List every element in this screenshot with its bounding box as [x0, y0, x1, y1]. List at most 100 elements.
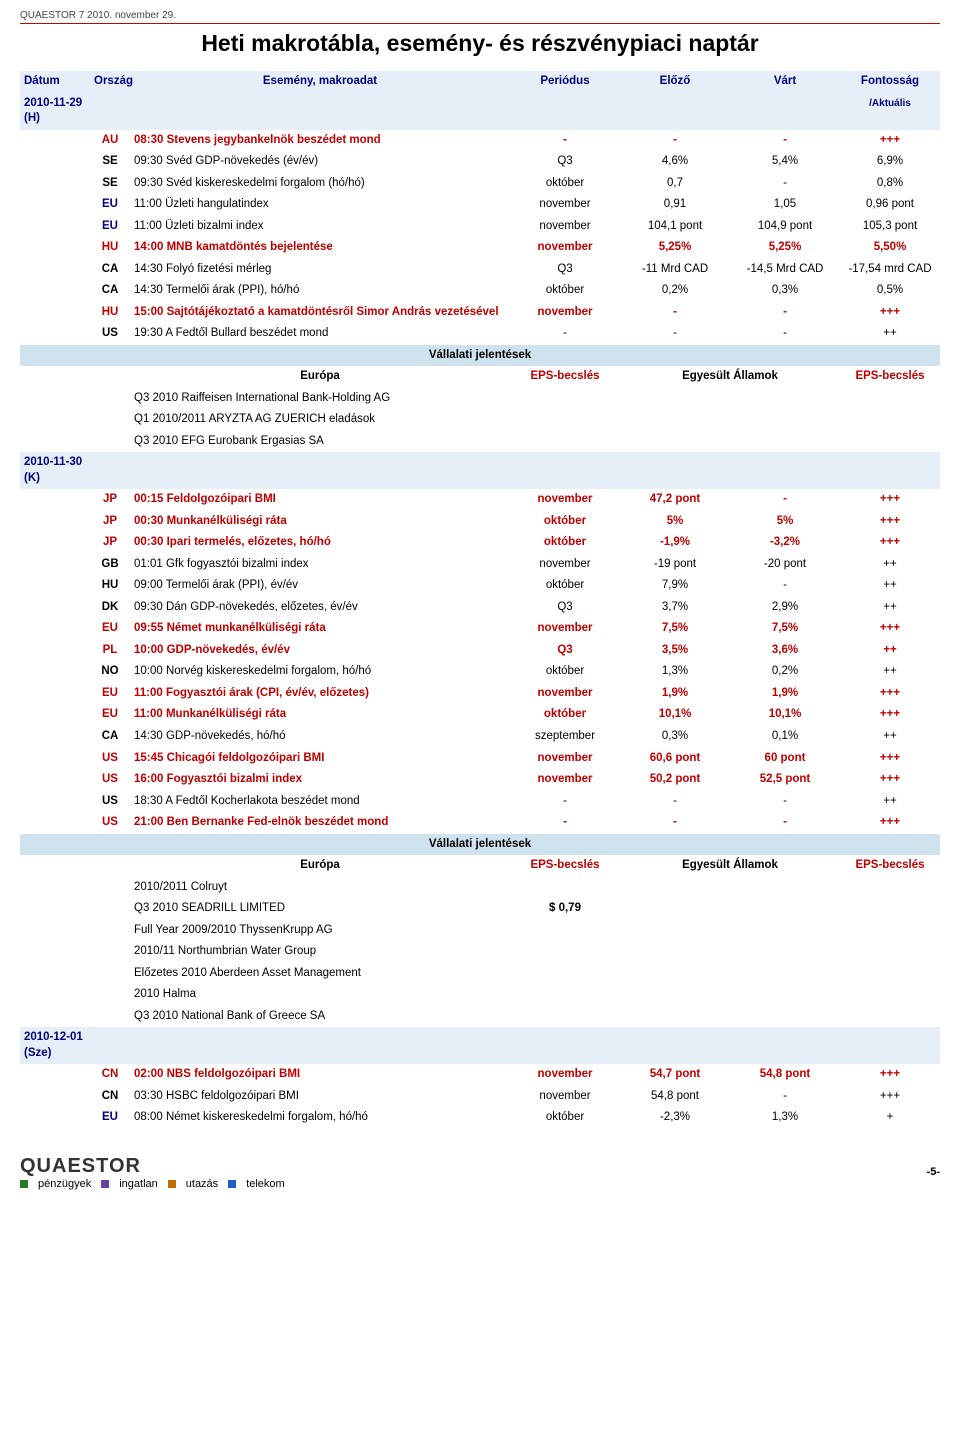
page-corner: QUAESTOR 7 2010. november 29.	[20, 10, 940, 21]
event-desc: 14:00 MNB kamatdöntés bejelentése	[130, 237, 510, 259]
prev-value: 0,3%	[620, 726, 730, 748]
event-desc: 11:00 Üzleti bizalmi index	[130, 216, 510, 238]
exp-value: -	[730, 173, 840, 195]
period: november	[510, 683, 620, 705]
importance: +++	[840, 769, 940, 791]
prev-value: 0,2%	[620, 280, 730, 302]
exp-value: -	[730, 1086, 840, 1108]
country-code: CN	[90, 1064, 130, 1086]
exp-value: 60 pont	[730, 748, 840, 770]
importance: +++	[840, 1064, 940, 1086]
period: október	[510, 511, 620, 533]
prev-value: -19 pont	[620, 554, 730, 576]
corp-entry: Q1 2010/2011 ARYZTA AG ZUERICH eladások	[130, 409, 510, 431]
date-1: 2010-11-29 (H)	[20, 93, 90, 130]
col-imp-sub: /Aktuális	[840, 93, 940, 130]
importance: +++	[840, 812, 940, 834]
footer-tag: pénzügyek	[20, 1178, 91, 1190]
event-desc: 16:00 Fogyasztói bizalmi index	[130, 769, 510, 791]
country-code: US	[90, 769, 130, 791]
period: október	[510, 1107, 620, 1129]
prev-value: -11 Mrd CAD	[620, 259, 730, 281]
prev-value: 54,8 pont	[620, 1086, 730, 1108]
event-desc: 11:00 Üzleti hangulatindex	[130, 194, 510, 216]
event-desc: 00:30 Ipari termelés, előzetes, hó/hó	[130, 532, 510, 554]
importance: +++	[840, 1086, 940, 1108]
corp-entry: 2010/11 Northumbrian Water Group	[130, 941, 510, 963]
event-desc: 02:00 NBS feldolgozóipari BMI	[130, 1064, 510, 1086]
period: -	[510, 812, 620, 834]
prev-value: 7,5%	[620, 618, 730, 640]
date-3: 2010-12-01 (Sze)	[20, 1027, 90, 1064]
exp-value: -	[730, 489, 840, 511]
country-code: PL	[90, 640, 130, 662]
col-date: Dátum	[20, 71, 90, 93]
exp-value: 1,3%	[730, 1107, 840, 1129]
country-code: SE	[90, 151, 130, 173]
col-event: Esemény, makroadat	[130, 71, 510, 130]
event-desc: 01:01 Gfk fogyasztói bizalmi index	[130, 554, 510, 576]
prev-value: 50,2 pont	[620, 769, 730, 791]
prev-value: 60,6 pont	[620, 748, 730, 770]
exp-value: 0,1%	[730, 726, 840, 748]
exp-value: 1,9%	[730, 683, 840, 705]
exp-value: 52,5 pont	[730, 769, 840, 791]
event-desc: 15:00 Sajtótájékoztató a kamatdöntésről …	[130, 302, 510, 324]
country-code: US	[90, 748, 130, 770]
prev-value: -	[620, 302, 730, 324]
exp-value: -	[730, 791, 840, 813]
event-desc: 11:00 Munkanélküliségi ráta	[130, 704, 510, 726]
prev-value: 54,7 pont	[620, 1064, 730, 1086]
prev-value: 10,1%	[620, 704, 730, 726]
exp-value: 54,8 pont	[730, 1064, 840, 1086]
period: november	[510, 489, 620, 511]
exp-value: -	[730, 130, 840, 152]
prev-value: -	[620, 130, 730, 152]
eps-head-1: EPS-becslés	[510, 366, 620, 388]
event-desc: 10:00 GDP-növekedés, év/év	[130, 640, 510, 662]
exp-value: 5%	[730, 511, 840, 533]
period: november	[510, 554, 620, 576]
period: október	[510, 661, 620, 683]
usa-head: Egyesült Államok	[620, 366, 840, 388]
prev-value: 47,2 pont	[620, 489, 730, 511]
footer-tag: utazás	[168, 1178, 218, 1190]
period: november	[510, 237, 620, 259]
country-code: HU	[90, 237, 130, 259]
corp-band: Vállalati jelentések	[20, 345, 940, 367]
event-desc: 18:30 A Fedtől Kocherlakota beszédet mon…	[130, 791, 510, 813]
importance: +++	[840, 532, 940, 554]
exp-value: 7,5%	[730, 618, 840, 640]
prev-value: 5,25%	[620, 237, 730, 259]
period: október	[510, 280, 620, 302]
corp-entry: Full Year 2009/2010 ThyssenKrupp AG	[130, 920, 510, 942]
corp-band: Vállalati jelentések	[20, 834, 940, 856]
importance: 0,96 pont	[840, 194, 940, 216]
importance: +	[840, 1107, 940, 1129]
prev-value: 5%	[620, 511, 730, 533]
importance: ++	[840, 575, 940, 597]
importance: 0,8%	[840, 173, 940, 195]
importance: ++	[840, 661, 940, 683]
event-desc: 09:30 Svéd kiskereskedelmi forgalom (hó/…	[130, 173, 510, 195]
country-code: EU	[90, 683, 130, 705]
corp-entry: Q3 2010 EFG Eurobank Ergasias SA	[130, 431, 510, 453]
period: Q3	[510, 259, 620, 281]
prev-value: 104,1 pont	[620, 216, 730, 238]
country-code: CN	[90, 1086, 130, 1108]
period: november	[510, 216, 620, 238]
importance: +++	[840, 618, 940, 640]
exp-value: -20 pont	[730, 554, 840, 576]
importance: ++	[840, 640, 940, 662]
country-code: CA	[90, 726, 130, 748]
period: szeptember	[510, 726, 620, 748]
period: november	[510, 769, 620, 791]
event-desc: 11:00 Fogyasztói árak (CPI, év/év, előze…	[130, 683, 510, 705]
country-code: CA	[90, 280, 130, 302]
importance: ++	[840, 791, 940, 813]
exp-value: 2,9%	[730, 597, 840, 619]
period: Q3	[510, 151, 620, 173]
country-code: JP	[90, 489, 130, 511]
corp-entry: Előzetes 2010 Aberdeen Asset Management	[130, 963, 510, 985]
eps-head-2: EPS-becslés	[840, 855, 940, 877]
